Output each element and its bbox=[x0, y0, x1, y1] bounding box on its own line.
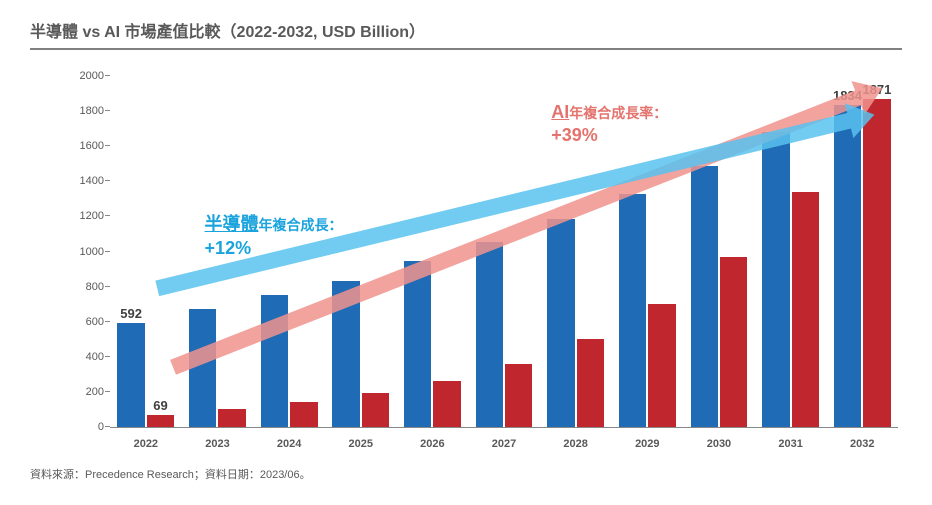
bar-semiconductor: 1834 bbox=[834, 105, 861, 427]
bar-value-label: 69 bbox=[153, 398, 167, 413]
annotation-semiconductor: 半導體年複合成長：+12% bbox=[205, 213, 343, 260]
bar-ai bbox=[648, 304, 675, 427]
x-tick-label: 2031 bbox=[755, 434, 827, 456]
bar-value-label: 1871 bbox=[862, 82, 891, 97]
y-tick-label: 2000 bbox=[80, 70, 110, 82]
x-tick-label: 2027 bbox=[468, 434, 540, 456]
bar-ai: 1871 bbox=[863, 99, 890, 427]
bar-group: 59269 bbox=[110, 76, 182, 427]
bar-semiconductor bbox=[762, 132, 789, 427]
plot-region: 5926918341871 02004006008001000120014001… bbox=[110, 76, 898, 428]
bar-ai bbox=[792, 192, 819, 427]
x-tick-label: 2028 bbox=[540, 434, 612, 456]
bar-group bbox=[755, 76, 827, 427]
x-tick-label: 2030 bbox=[683, 434, 755, 456]
bar-group: 18341871 bbox=[826, 76, 898, 427]
bar-semiconductor bbox=[332, 281, 359, 427]
bar-semiconductor: 592 bbox=[117, 323, 144, 427]
bar-group bbox=[397, 76, 469, 427]
y-tick-label: 800 bbox=[86, 281, 110, 293]
bar-semiconductor bbox=[476, 242, 503, 427]
y-tick-label: 400 bbox=[86, 351, 110, 363]
y-tick-label: 1800 bbox=[80, 105, 110, 117]
y-tick-label: 1600 bbox=[80, 140, 110, 152]
bar-semiconductor bbox=[619, 194, 646, 427]
annotation-ai: AI年複合成長率：+39% bbox=[551, 101, 667, 148]
chart-title: 半導體 vs AI 市場產值比較（2022-2032, USD Billion） bbox=[30, 18, 902, 50]
y-tick-label: 600 bbox=[86, 316, 110, 328]
bar-group bbox=[468, 76, 540, 427]
bar-ai bbox=[505, 364, 532, 427]
bar-ai bbox=[362, 393, 389, 427]
y-tick-label: 1000 bbox=[80, 246, 110, 258]
x-axis-labels: 2022202320242025202620272028202920302031… bbox=[110, 434, 898, 456]
bar-ai bbox=[720, 257, 747, 427]
x-tick-label: 2032 bbox=[826, 434, 898, 456]
y-tick-label: 0 bbox=[98, 421, 110, 433]
bar-ai: 69 bbox=[147, 415, 174, 427]
x-tick-label: 2024 bbox=[253, 434, 325, 456]
chart-area: 5926918341871 02004006008001000120014001… bbox=[70, 56, 898, 456]
bar-ai bbox=[218, 409, 245, 427]
bar-semiconductor bbox=[547, 219, 574, 427]
x-tick-label: 2029 bbox=[611, 434, 683, 456]
bar-ai bbox=[290, 402, 317, 427]
bar-ai bbox=[433, 381, 460, 428]
bar-semiconductor bbox=[404, 261, 431, 427]
bar-value-label: 1834 bbox=[833, 88, 862, 103]
y-tick-label: 1200 bbox=[80, 210, 110, 222]
source-footer: 資料來源：Precedence Research；資料日期：2023/06。 bbox=[30, 466, 902, 482]
x-tick-label: 2022 bbox=[110, 434, 182, 456]
bar-value-label: 592 bbox=[120, 306, 142, 321]
x-tick-label: 2023 bbox=[182, 434, 254, 456]
bar-group bbox=[683, 76, 755, 427]
bar-ai bbox=[577, 339, 604, 427]
bar-semiconductor bbox=[189, 309, 216, 427]
bar-semiconductor bbox=[261, 295, 288, 427]
x-tick-label: 2026 bbox=[397, 434, 469, 456]
y-tick-label: 1400 bbox=[80, 175, 110, 187]
y-tick-label: 200 bbox=[86, 386, 110, 398]
x-tick-label: 2025 bbox=[325, 434, 397, 456]
bar-semiconductor bbox=[691, 166, 718, 427]
